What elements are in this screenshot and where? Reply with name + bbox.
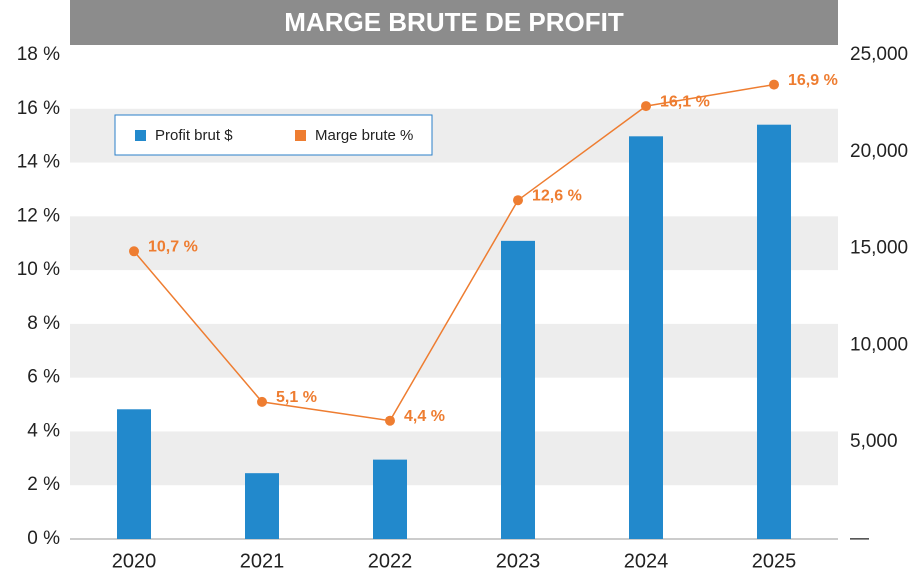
legend-box: [114, 114, 433, 156]
line-point: [513, 195, 523, 206]
y-tick-label: 6 %: [27, 367, 60, 388]
grid-band: [70, 216, 838, 271]
y2-tick-label: 20,000: [850, 141, 908, 162]
line-point: [129, 246, 139, 257]
bar: [373, 459, 407, 539]
y-tick-label: 0 %: [27, 528, 60, 549]
legend-label: Marge brute %: [315, 127, 413, 144]
bar: [245, 473, 279, 539]
y-tick-label: 14 %: [17, 152, 60, 173]
data-label: 4,4 %: [404, 408, 445, 425]
data-label: 5,1 %: [276, 389, 317, 406]
line-point: [257, 396, 267, 407]
data-label: 16,9 %: [788, 72, 838, 89]
bar: [501, 240, 535, 539]
y2-tick-label: 5,000: [850, 431, 898, 452]
grid-band: [70, 431, 838, 486]
y-tick-label: 18 %: [17, 44, 60, 65]
x-tick-label: 2021: [240, 550, 285, 572]
bar: [117, 409, 151, 539]
x-tick-label: 2020: [112, 550, 157, 572]
line-point: [385, 415, 395, 426]
y2-tick-label: 25,000: [850, 44, 908, 65]
y-tick-label: 2 %: [27, 474, 60, 495]
x-tick-label: 2024: [624, 550, 669, 572]
data-label: 16,1 %: [660, 93, 710, 110]
legend-label: Profit brut $: [155, 127, 233, 144]
grid-band: [70, 323, 838, 378]
chart-title: MARGE BRUTE DE PROFIT: [284, 7, 624, 37]
y2-tick-label: —: [850, 528, 869, 549]
bar: [757, 124, 791, 540]
grid: [70, 108, 838, 486]
y-tick-label: 12 %: [17, 205, 60, 226]
title-bar: [70, 0, 838, 45]
data-label: 12,6 %: [532, 187, 582, 204]
x-tick-label: 2025: [752, 550, 797, 572]
y2-tick-label: 15,000: [850, 238, 908, 259]
x-tick-label: 2022: [368, 550, 413, 572]
line: [133, 83, 775, 422]
y-tick-label: 16 %: [17, 98, 60, 119]
x-tick-label: 2023: [496, 550, 541, 572]
bar: [629, 136, 663, 539]
data-label: 10,7 %: [148, 239, 198, 256]
y-tick-label: 4 %: [27, 420, 60, 441]
legend-swatch: [135, 130, 146, 141]
line-point: [641, 101, 651, 112]
line-point: [769, 79, 779, 90]
y-tick-label: 8 %: [27, 313, 60, 334]
y2-tick-label: 10,000: [850, 334, 908, 355]
y-tick-label: 10 %: [17, 259, 60, 280]
legend-swatch: [295, 130, 306, 141]
